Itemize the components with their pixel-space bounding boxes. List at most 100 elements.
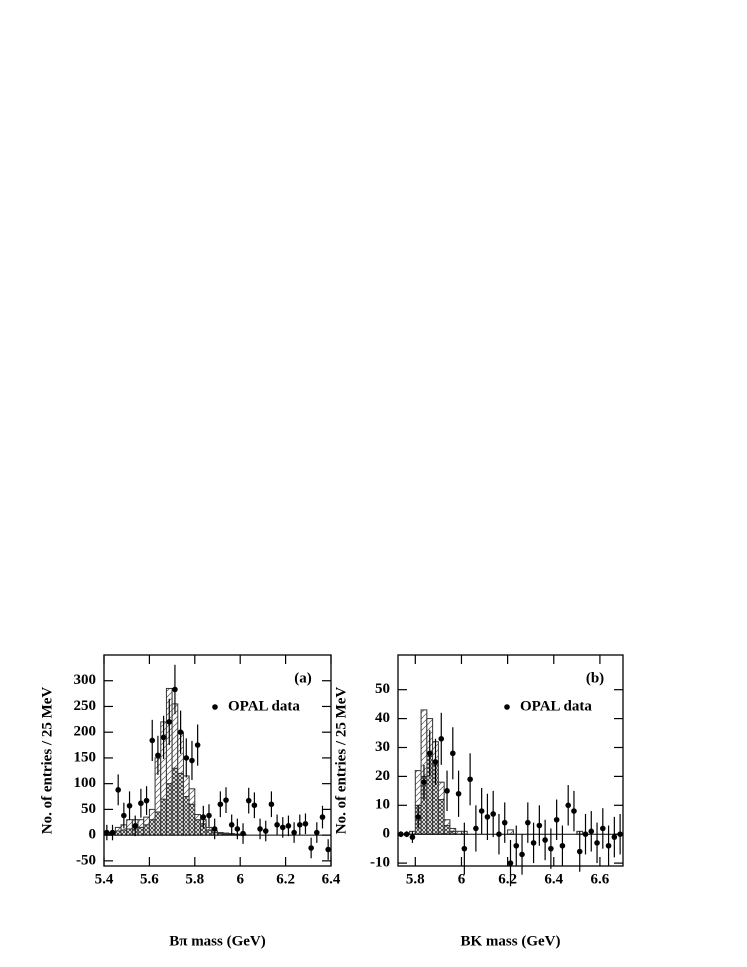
histogram-bar: [414, 770, 422, 806]
histogram-bar: [120, 829, 128, 836]
histogram-bar: [177, 772, 184, 836]
data-point: [109, 829, 116, 836]
x-tick-label: 6.4: [322, 871, 341, 887]
y-axis-label: No. of entries / 25 MeV: [333, 687, 349, 835]
histogram-bar: [165, 783, 173, 836]
data-point: [594, 840, 600, 846]
axes-frame: [397, 654, 624, 867]
data-point: [600, 825, 606, 832]
histogram-bar: [222, 832, 230, 835]
y-tick-label: -50: [76, 852, 96, 868]
data-point: [426, 750, 433, 757]
data-point: [553, 816, 560, 823]
histogram-bar: [188, 803, 196, 836]
y-tick-label: 150: [74, 749, 97, 765]
y-tick-label: 300: [74, 672, 97, 688]
data-point: [285, 823, 292, 829]
data-point: [268, 801, 275, 808]
x-tick-label: 6.6: [591, 871, 610, 887]
x-tick-label: 6: [236, 871, 244, 887]
data-point: [302, 821, 309, 827]
data-point: [217, 801, 224, 808]
data-point: [490, 811, 496, 817]
x-tick-label: 5.8: [185, 871, 204, 887]
data-point: [588, 828, 595, 835]
data-point: [257, 826, 263, 832]
data-point: [576, 848, 583, 855]
data-point: [605, 842, 612, 849]
histogram-bar: [137, 819, 145, 828]
data-point: [611, 834, 618, 840]
data-point: [240, 830, 246, 837]
data-point: [513, 842, 520, 849]
histogram-bar: [205, 829, 213, 836]
x-tick-label: 5.4: [95, 871, 114, 887]
x-axis-label: Bπ mass (GeV): [169, 933, 266, 949]
data-point: [536, 822, 543, 829]
data-point: [143, 797, 150, 804]
histogram-bar: [182, 775, 190, 798]
data-point: [415, 814, 421, 820]
data-point: [421, 779, 427, 785]
data-point: [308, 845, 314, 851]
histogram-bar: [143, 824, 150, 836]
data-point: [234, 826, 241, 832]
data-point: [571, 808, 577, 814]
data-point: [200, 814, 207, 820]
data-point: [291, 829, 297, 836]
data-point: [484, 814, 491, 820]
data-point: [177, 729, 184, 735]
histogram-bar: [449, 827, 457, 832]
histogram-bar: [194, 814, 201, 821]
x-tick-label: 6.4: [544, 871, 563, 887]
histogram-bar: [437, 799, 445, 835]
histogram-bar: [443, 825, 451, 835]
y-tick-label: 200: [74, 724, 97, 740]
data-point: [525, 819, 531, 826]
x-tick-label: 6: [458, 871, 466, 887]
histogram-bar: [188, 788, 196, 805]
data-point: [228, 822, 235, 828]
histogram-bar: [114, 830, 122, 836]
histogram-bar: [126, 819, 133, 830]
panel: 5.8 6 6.2 6.4 6.6 -10 0 10 20 30 40 50 (b) BK mass (G…: [333, 654, 624, 949]
legend-label: OPAL data: [228, 698, 300, 714]
legend-marker: [212, 704, 218, 710]
data-point: [279, 824, 286, 831]
histogram-bar: [205, 826, 213, 831]
data-point: [245, 797, 252, 804]
data-point: [519, 851, 525, 858]
data-point: [314, 829, 320, 836]
data-point: [126, 802, 133, 809]
data-point: [121, 812, 127, 819]
data-point: [115, 787, 121, 793]
y-tick-label: 30: [375, 739, 390, 755]
data-point: [189, 757, 195, 764]
axes-frame: [103, 654, 332, 867]
data-point: [444, 788, 450, 794]
y-tick-label: 20: [375, 768, 390, 784]
histogram-bar: [160, 798, 167, 836]
data-point: [450, 750, 456, 757]
histogram-bar: [507, 829, 514, 835]
data-point: [251, 802, 258, 809]
histogram-bar: [171, 767, 179, 836]
histogram-bar: [154, 811, 162, 836]
histogram-bar: [148, 819, 156, 836]
data-point: [211, 826, 218, 832]
data-point: [501, 819, 508, 826]
y-tick-label: 250: [74, 698, 97, 714]
y-tick-label: 0: [383, 826, 391, 842]
data-point: [183, 755, 190, 761]
data-point: [274, 822, 280, 828]
data-point: [149, 737, 156, 744]
data-point: [438, 736, 445, 742]
histogram-bar: [143, 816, 150, 826]
data-point: [467, 776, 473, 783]
data-point: [104, 829, 110, 836]
x-tick-label: 6.2: [276, 871, 295, 887]
data-point: [461, 845, 468, 852]
data-point: [455, 790, 462, 797]
data-point: [507, 860, 514, 866]
